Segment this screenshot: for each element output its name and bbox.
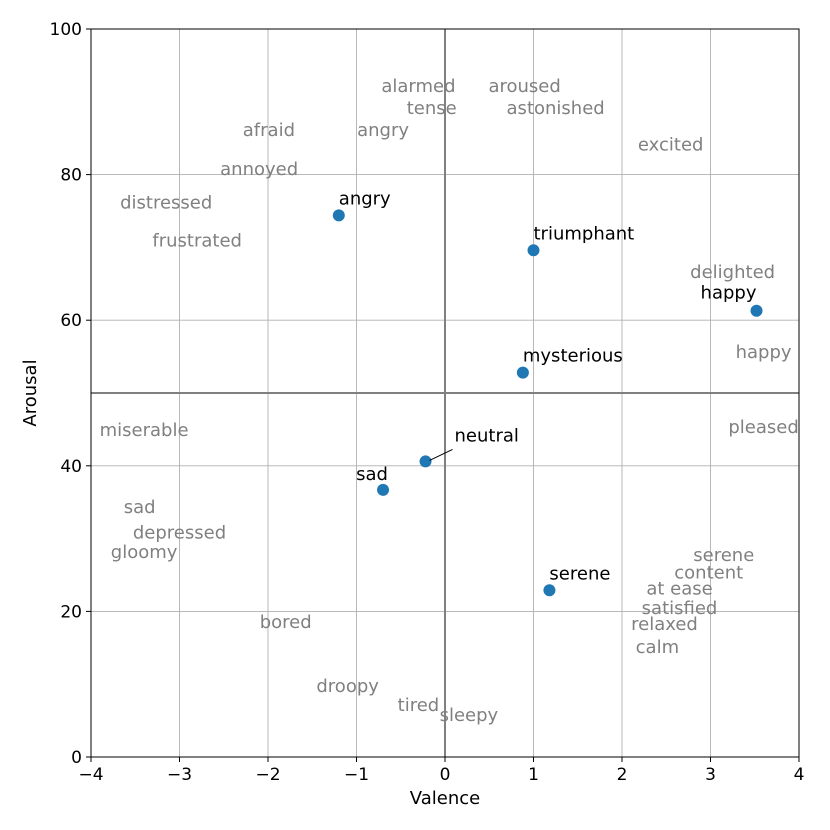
x-tick-label-2: −2	[255, 765, 280, 785]
data-point-triumphant	[527, 244, 540, 257]
point-label-mysterious: mysterious	[523, 346, 623, 367]
y-tick-label-3: 60	[60, 311, 82, 331]
x-tick-label-6: 2	[617, 765, 628, 785]
point-label-sad: sad	[356, 464, 388, 485]
reference-words: alarmed aroused tense astonished afraid angry…	[100, 76, 799, 726]
reference-word-delighted: delighted	[690, 262, 775, 283]
reference-word-afraid: afraid	[243, 120, 295, 141]
reference-word-sleepy: sleepy	[440, 705, 499, 726]
data-point-mysterious	[516, 366, 529, 379]
point-label-serene: serene	[549, 563, 610, 584]
x-tick-label-5: 1	[528, 765, 539, 785]
x-tick-label-8: 4	[794, 765, 805, 785]
reference-word-droopy: droopy	[316, 676, 379, 697]
reference-word-calm: calm	[636, 637, 679, 658]
x-tick-label-7: 3	[705, 765, 716, 785]
reference-word-tired: tired	[398, 695, 440, 716]
x-tick-label-4: 0	[440, 765, 451, 785]
data-point-labels: angry triumphant happy mysterious neutral sad…	[339, 188, 757, 584]
reference-word-content: content	[674, 563, 743, 584]
reference-word-at-ease: at ease	[646, 579, 712, 600]
leader-line-neutral	[429, 448, 453, 461]
quadrant-reference-lines	[91, 29, 799, 757]
point-label-happy: happy	[701, 283, 757, 304]
data-point-happy	[750, 304, 763, 317]
point-label-neutral: neutral	[455, 425, 519, 446]
point-label-angry: angry	[339, 188, 391, 209]
reference-word-gloomy: gloomy	[111, 542, 178, 563]
y-tick-label-4: 80	[60, 166, 82, 186]
data-points	[332, 209, 763, 597]
reference-word-aroused: aroused	[488, 76, 560, 97]
y-tick-label-0: 0	[71, 748, 82, 768]
reference-word-astonished: astonished	[507, 98, 605, 119]
reference-word-satisfied: satisfied	[642, 598, 718, 619]
reference-word-frustrated: frustrated	[152, 231, 242, 252]
reference-word-angry: angry	[357, 120, 409, 141]
data-point-angry	[332, 209, 345, 222]
data-point-neutral	[419, 455, 432, 468]
y-tick-label-5: 100	[50, 20, 82, 40]
reference-word-distressed: distressed	[120, 193, 212, 214]
reference-word-bored: bored	[260, 612, 312, 633]
x-tick-label-0: −4	[78, 765, 103, 785]
x-tick-label-3: −1	[344, 765, 369, 785]
reference-word-alarmed: alarmed	[381, 76, 455, 97]
x-axis-label: Valence	[410, 788, 480, 809]
reference-word-tense: tense	[407, 98, 457, 119]
reference-word-sad: sad	[124, 497, 156, 518]
data-point-sad	[377, 483, 390, 496]
reference-word-pleased: pleased	[728, 417, 798, 438]
reference-word-annoyed: annoyed	[220, 159, 298, 180]
reference-word-miserable: miserable	[100, 420, 189, 441]
data-point-serene	[543, 584, 556, 597]
y-tick-label-2: 40	[60, 457, 82, 477]
x-tick-label-1: −3	[167, 765, 192, 785]
reference-word-excited: excited	[638, 134, 704, 155]
reference-word-depressed: depressed	[133, 523, 226, 544]
y-axis-label: Arousal	[20, 359, 41, 426]
reference-word-serene: serene	[693, 545, 754, 566]
point-label-triumphant: triumphant	[534, 223, 635, 244]
reference-word-relaxed: relaxed	[631, 614, 698, 635]
y-tick-label-1: 20	[60, 602, 82, 622]
reference-word-happy: happy	[736, 342, 792, 363]
